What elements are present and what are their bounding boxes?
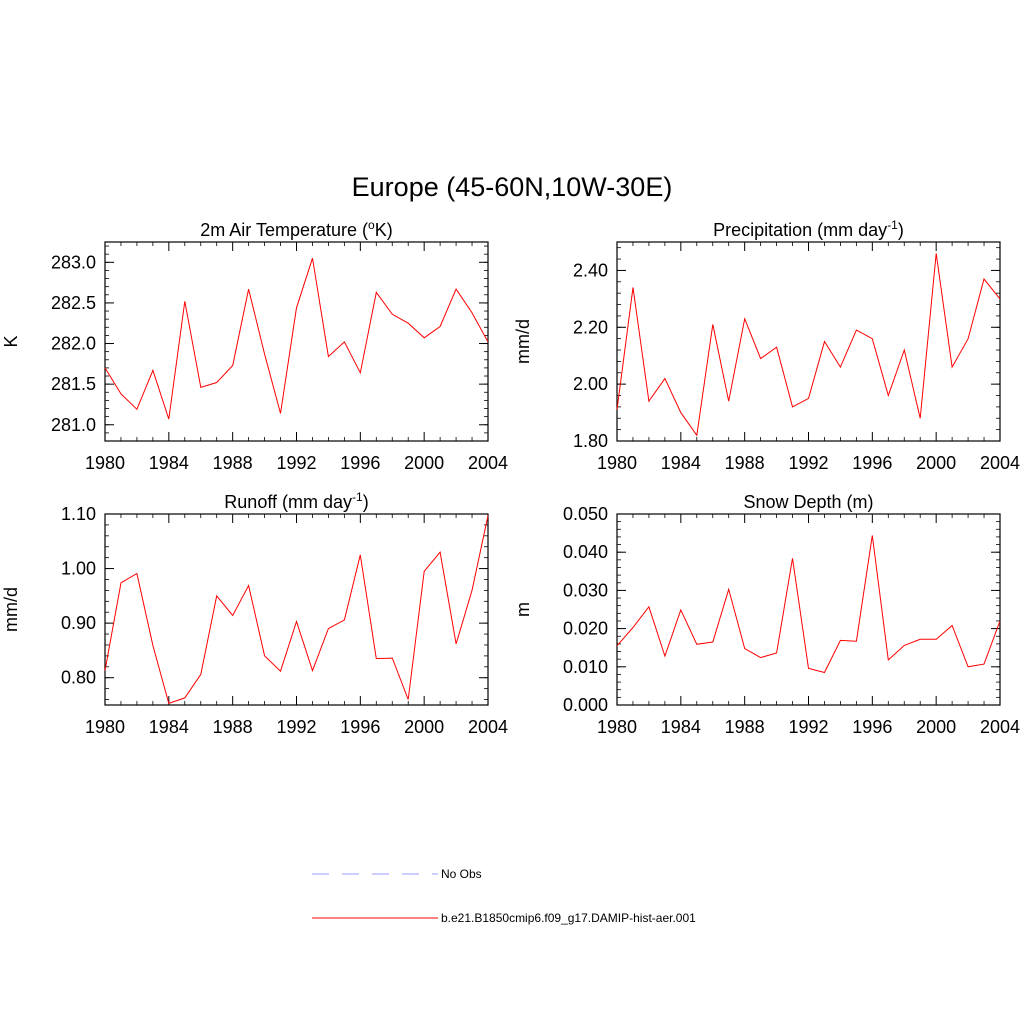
x-tick-label: 1980: [85, 453, 125, 473]
x-tick-label: 1992: [788, 453, 828, 473]
y-tick-label: 0.000: [563, 695, 608, 715]
panel-4: Snow Depth (m) m 1980 1984 1988 1992 1996 2000 2…: [513, 492, 1020, 737]
x-tick-label: 1984: [149, 453, 189, 473]
y-tick-label: 0.020: [563, 619, 608, 639]
x-tick-label: 2000: [916, 717, 956, 737]
x-tick-label: 1988: [213, 453, 253, 473]
legend-entry: b.e21.B1850cmip6.f09_g17.DAMIP-hist-aer.…: [312, 911, 696, 925]
x-tick-label: 2004: [468, 717, 508, 737]
x-tick-label: 1980: [597, 453, 637, 473]
y-tick-label: 0.030: [563, 580, 608, 600]
plot-frame: [616, 241, 1001, 442]
y-tick-label: 282.5: [51, 293, 96, 313]
panel-title: Precipitation (mm day-1): [713, 218, 904, 240]
y-tick-label: 0.010: [563, 657, 608, 677]
x-tick-label: 1984: [661, 717, 701, 737]
x-tick-label: 1996: [852, 717, 892, 737]
x-tick-label: 1988: [725, 717, 765, 737]
x-tick-label: 1992: [276, 453, 316, 473]
x-tick-label: 1984: [661, 453, 701, 473]
x-tick-label: 1996: [340, 717, 380, 737]
y-tick-label: 0.050: [563, 504, 608, 524]
y-axis-label: mm/d: [1, 587, 21, 632]
y-tick-label: 2.40: [573, 260, 608, 280]
plot-frame: [616, 513, 1001, 706]
figure-title: Europe (45-60N,10W-30E): [352, 172, 673, 202]
y-tick-label: 1.00: [61, 559, 96, 579]
x-tick-label: 1980: [85, 717, 125, 737]
legend-label: No Obs: [441, 867, 482, 881]
x-tick-label: 1996: [852, 453, 892, 473]
x-tick-label: 2004: [468, 453, 508, 473]
y-tick-label: 0.040: [563, 542, 608, 562]
x-tick-label: 2000: [404, 717, 444, 737]
panel-title: Snow Depth (m): [743, 492, 873, 512]
y-tick-label: 1.10: [61, 504, 96, 524]
panels: 2m Air Temperature (oK) K 1980 1984 1988 1992…: [1, 218, 1020, 737]
y-tick-label: 281.0: [51, 415, 96, 435]
plot-frame: [104, 241, 489, 442]
y-tick-label: 1.80: [573, 431, 608, 451]
x-tick-label: 2004: [980, 717, 1020, 737]
x-tick-label: 1996: [340, 453, 380, 473]
x-tick-label: 1992: [276, 717, 316, 737]
legend-entry: No Obs: [312, 867, 482, 881]
x-tick-label: 1980: [597, 717, 637, 737]
panel-title: Runoff (mm day-1): [224, 490, 368, 512]
y-tick-label: 283.0: [51, 252, 96, 272]
legend-label: b.e21.B1850cmip6.f09_g17.DAMIP-hist-aer.…: [441, 911, 696, 925]
x-tick-label: 1988: [213, 717, 253, 737]
series-line: [616, 535, 1001, 674]
y-tick-label: 282.0: [51, 334, 96, 354]
panel-title: 2m Air Temperature (oK): [200, 218, 392, 240]
y-tick-label: 281.5: [51, 374, 96, 394]
panel-1: 2m Air Temperature (oK) K 1980 1984 1988 1992…: [1, 218, 508, 473]
y-tick-label: 2.00: [573, 374, 608, 394]
panel-2: Precipitation (mm day-1) mm/d 1980 1984 1988…: [513, 218, 1020, 473]
y-axis-label: K: [1, 335, 21, 347]
plot-frame: [104, 513, 489, 706]
x-tick-label: 2000: [916, 453, 956, 473]
y-tick-label: 2.20: [573, 317, 608, 337]
x-tick-label: 1988: [725, 453, 765, 473]
x-tick-label: 1992: [788, 717, 828, 737]
x-tick-label: 1984: [149, 717, 189, 737]
x-tick-label: 2000: [404, 453, 444, 473]
series-line: [104, 258, 489, 420]
y-tick-label: 0.90: [61, 613, 96, 633]
y-axis-label: mm/d: [513, 319, 533, 364]
y-tick-label: 0.80: [61, 668, 96, 688]
y-axis-label: m: [513, 602, 533, 617]
x-tick-label: 2004: [980, 453, 1020, 473]
panel-3: Runoff (mm day-1) mm/d 1980 1984 1988 1992 199…: [1, 490, 508, 737]
series-line: [616, 253, 1001, 437]
legend: No Obs b.e21.B1850cmip6.f09_g17.DAMIP-his…: [312, 867, 696, 925]
series-line: [104, 515, 489, 705]
